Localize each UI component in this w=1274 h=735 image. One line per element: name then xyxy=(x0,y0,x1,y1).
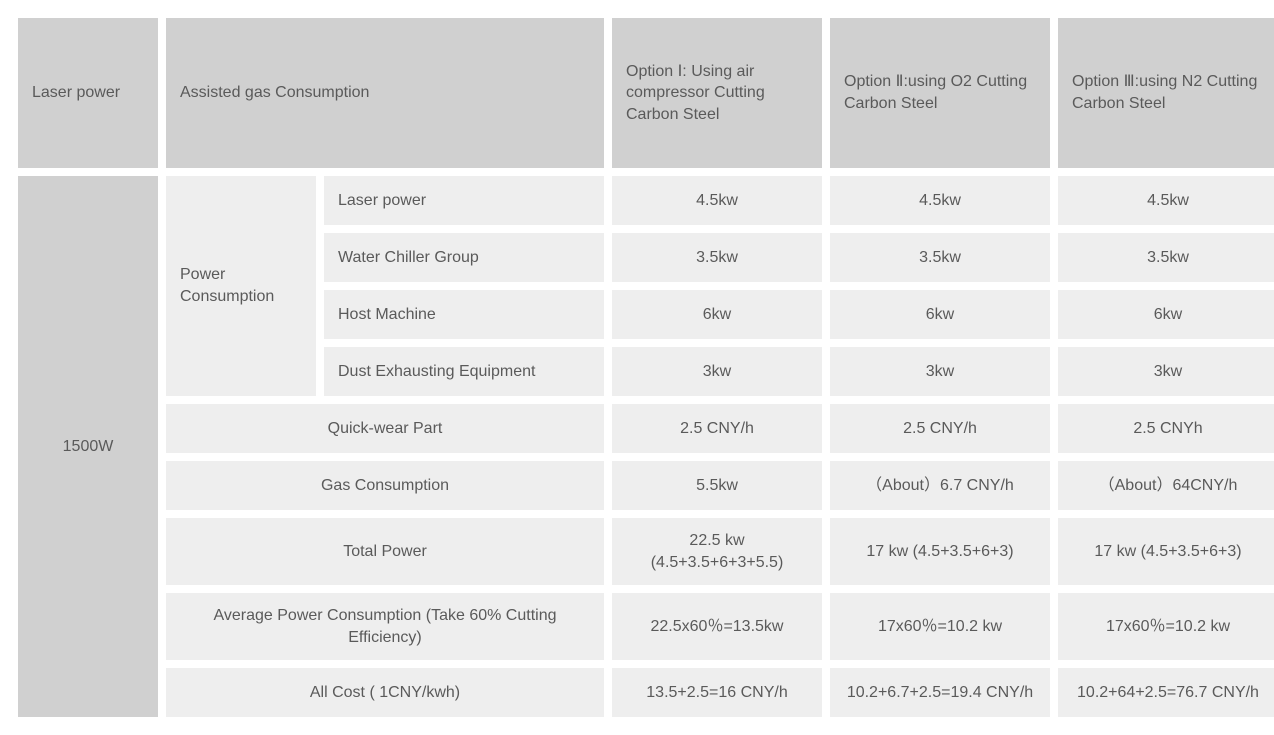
cell-opt3: 17x60％=10.2 kw xyxy=(1058,593,1274,660)
table-row: Average Power Consumption (Take 60% Cutt… xyxy=(18,593,1274,660)
cell-opt1: 13.5+2.5=16 CNY/h xyxy=(612,668,822,717)
row-label: All Cost ( 1CNY/kwh) xyxy=(166,668,604,717)
table-row: All Cost ( 1CNY/kwh) 13.5+2.5=16 CNY/h 1… xyxy=(18,668,1274,717)
cost-comparison-table: Laser power Assisted gas Consumption Opt… xyxy=(10,10,1274,725)
row-label: Quick-wear Part xyxy=(166,404,604,453)
cell-opt2: 2.5 CNY/h xyxy=(830,404,1050,453)
row-label: Water Chiller Group xyxy=(324,233,604,282)
cell-opt1: 3.5kw xyxy=(612,233,822,282)
cell-opt1: 22.5 kw (4.5+3.5+6+3+5.5) xyxy=(612,518,822,585)
hdr-assisted-gas: Assisted gas Consumption xyxy=(166,18,604,168)
cell-opt2: 3kw xyxy=(830,347,1050,396)
table-row: 1500W Power Consumption Laser power 4.5k… xyxy=(18,176,1274,225)
cell-opt2: 17 kw (4.5+3.5+6+3) xyxy=(830,518,1050,585)
cell-opt1: 4.5kw xyxy=(612,176,822,225)
cell-opt2: 17x60％=10.2 kw xyxy=(830,593,1050,660)
row-label: Host Machine xyxy=(324,290,604,339)
table-row: Quick-wear Part 2.5 CNY/h 2.5 CNY/h 2.5 … xyxy=(18,404,1274,453)
side-power-consumption: Power Consumption xyxy=(166,176,316,396)
row-label: Total Power xyxy=(166,518,604,585)
hdr-option-2: Option Ⅱ:using O2 Cutting Carbon Steel xyxy=(830,18,1050,168)
table-row: Total Power 22.5 kw (4.5+3.5+6+3+5.5) 17… xyxy=(18,518,1274,585)
row-label: Dust Exhausting Equipment xyxy=(324,347,604,396)
cell-opt1: 3kw xyxy=(612,347,822,396)
cell-opt1: 5.5kw xyxy=(612,461,822,510)
cell-opt3: 3kw xyxy=(1058,347,1274,396)
side-laser-power: 1500W xyxy=(18,176,158,717)
cell-opt3: 10.2+64+2.5=76.7 CNY/h xyxy=(1058,668,1274,717)
cell-opt2: 10.2+6.7+2.5=19.4 CNY/h xyxy=(830,668,1050,717)
cell-opt3: （About）64CNY/h xyxy=(1058,461,1274,510)
cell-opt2: 6kw xyxy=(830,290,1050,339)
table-row: Gas Consumption 5.5kw （About）6.7 CNY/h （… xyxy=(18,461,1274,510)
cell-opt1: 2.5 CNY/h xyxy=(612,404,822,453)
hdr-option-1: Option Ⅰ: Using air compressor Cutting C… xyxy=(612,18,822,168)
hdr-laser-power: Laser power xyxy=(18,18,158,168)
cell-opt2: （About）6.7 CNY/h xyxy=(830,461,1050,510)
cell-opt3: 6kw xyxy=(1058,290,1274,339)
cell-opt3: 2.5 CNYh xyxy=(1058,404,1274,453)
row-label: Average Power Consumption (Take 60% Cutt… xyxy=(166,593,604,660)
hdr-option-3: Option Ⅲ:using N2 Cutting Carbon Steel xyxy=(1058,18,1274,168)
cell-opt1: 6kw xyxy=(612,290,822,339)
cell-opt1: 22.5x60％=13.5kw xyxy=(612,593,822,660)
row-label: Laser power xyxy=(324,176,604,225)
cell-opt3: 3.5kw xyxy=(1058,233,1274,282)
cell-opt2: 3.5kw xyxy=(830,233,1050,282)
row-label: Gas Consumption xyxy=(166,461,604,510)
cell-opt3: 4.5kw xyxy=(1058,176,1274,225)
table-header-row: Laser power Assisted gas Consumption Opt… xyxy=(18,18,1274,168)
cell-opt2: 4.5kw xyxy=(830,176,1050,225)
cell-opt3: 17 kw (4.5+3.5+6+3) xyxy=(1058,518,1274,585)
